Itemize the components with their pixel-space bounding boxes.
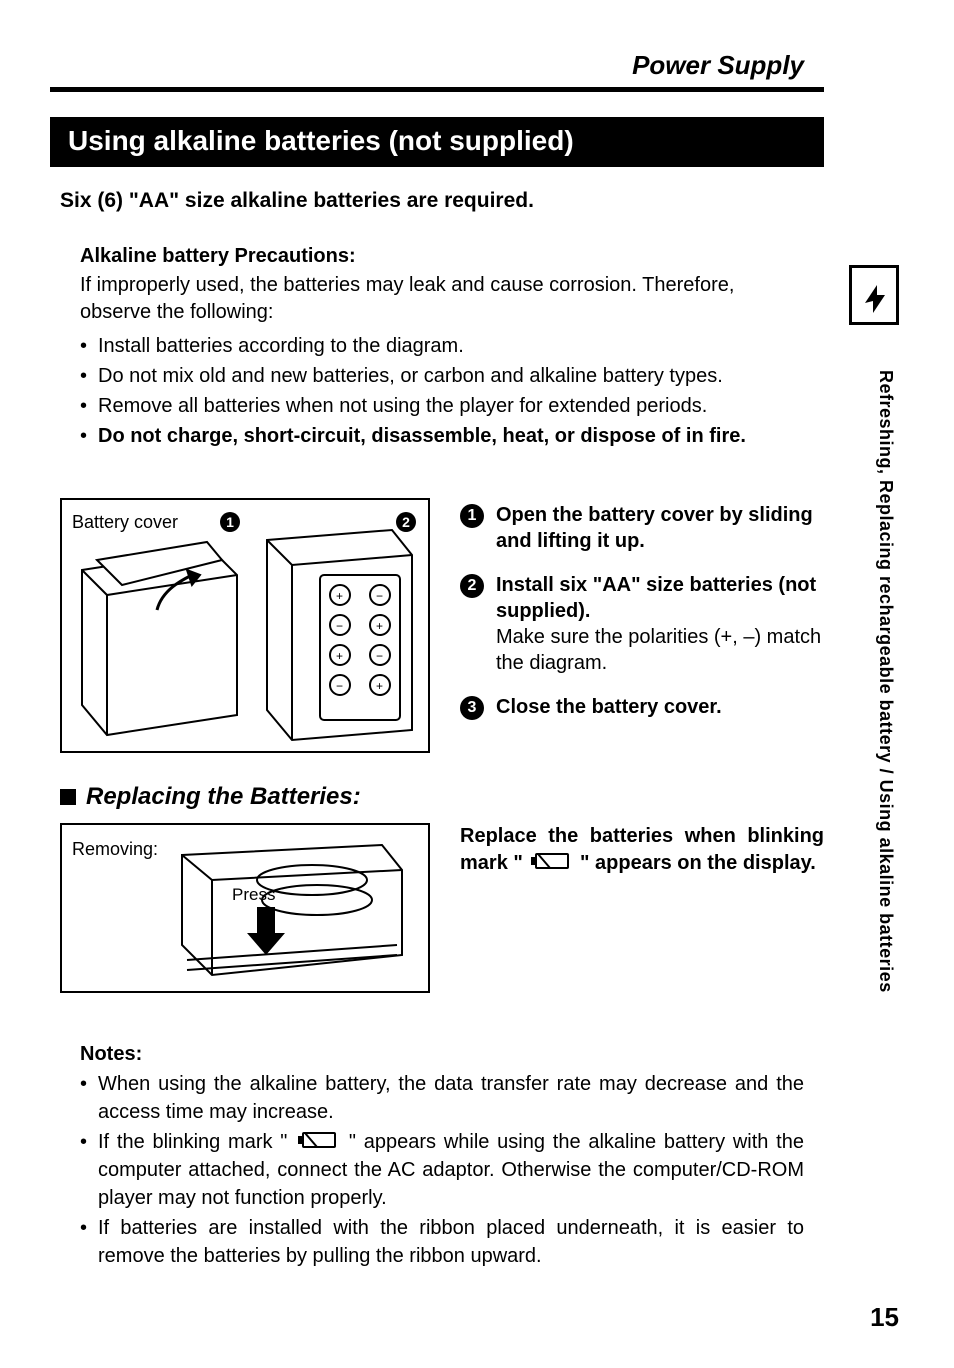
precautions-block: Alkaline battery Precautions: If imprope… xyxy=(50,245,824,450)
step-2: 2 Install six "AA" size batteries (not s… xyxy=(460,572,824,676)
remove-diagram: Removing: Press xyxy=(60,823,430,993)
list-item: If batteries are installed with the ribb… xyxy=(80,1214,804,1270)
step-title: Install six "AA" size batteries (not sup… xyxy=(496,572,824,624)
battery-low-icon xyxy=(530,851,572,871)
replacing-subheading: Replacing the Batteries: xyxy=(50,783,824,811)
precautions-list: Install batteries according to the diagr… xyxy=(80,332,804,450)
list-item: Do not charge, short-circuit, disassembl… xyxy=(80,422,804,450)
page-header-title: Power Supply xyxy=(50,50,824,87)
steps-column: 1 Open the battery cover by sliding and … xyxy=(460,498,824,753)
list-item: If the blinking mark " " appears while u… xyxy=(80,1128,804,1212)
svg-text:−: − xyxy=(336,619,343,633)
section-banner: Using alkaline batteries (not supplied) xyxy=(50,117,824,167)
install-diagram-svg: + − − + + − − + xyxy=(62,500,432,755)
subheading-text: Replacing the Batteries: xyxy=(86,783,361,811)
header-rule xyxy=(50,87,824,92)
step-title: Open the battery cover by sliding and li… xyxy=(496,504,813,552)
battery-low-icon xyxy=(297,1130,339,1150)
notes-block: Notes: When using the alkaline battery, … xyxy=(50,1043,824,1270)
requirement-text: Six (6) "AA" size alkaline batteries are… xyxy=(50,189,824,213)
precautions-title: Alkaline battery Precautions: xyxy=(80,245,804,268)
step-3: 3 Close the battery cover. xyxy=(460,694,824,720)
notes-list: When using the alkaline battery, the dat… xyxy=(80,1070,804,1270)
remove-diagram-svg: Press xyxy=(62,825,432,995)
replace-text: Replace the batteries when blinking mark… xyxy=(460,823,824,993)
svg-text:+: + xyxy=(336,649,343,663)
notes-title: Notes: xyxy=(80,1043,804,1066)
step-number-icon: 3 xyxy=(460,696,484,720)
diagram-label-press: Press xyxy=(232,885,275,904)
square-bullet-icon xyxy=(60,789,76,805)
step-number-icon: 1 xyxy=(460,504,484,528)
step-number-icon: 2 xyxy=(460,574,484,598)
step-1: 1 Open the battery cover by sliding and … xyxy=(460,502,824,554)
svg-text:+: + xyxy=(376,619,383,633)
svg-text:−: − xyxy=(376,649,383,663)
svg-text:+: + xyxy=(336,589,343,603)
list-item: Remove all batteries when not using the … xyxy=(80,392,804,420)
list-item: When using the alkaline battery, the dat… xyxy=(80,1070,804,1126)
svg-text:−: − xyxy=(336,679,343,693)
svg-text:+: + xyxy=(376,679,383,693)
step-title: Close the battery cover. xyxy=(496,696,722,718)
side-vertical-label: Refreshing, Replacing rechargeable batte… xyxy=(875,370,896,993)
precautions-intro: If improperly used, the batteries may le… xyxy=(80,272,804,326)
list-item: Do not mix old and new batteries, or car… xyxy=(80,362,804,390)
list-item: Install batteries according to the diagr… xyxy=(80,332,804,360)
step-detail: Make sure the polarities (+, –) match th… xyxy=(496,624,824,676)
svg-text:−: − xyxy=(376,589,383,603)
install-diagram: Battery cover 1 2 xyxy=(60,498,430,753)
page-number: 15 xyxy=(870,1302,899,1333)
side-plug-icon xyxy=(849,265,899,325)
